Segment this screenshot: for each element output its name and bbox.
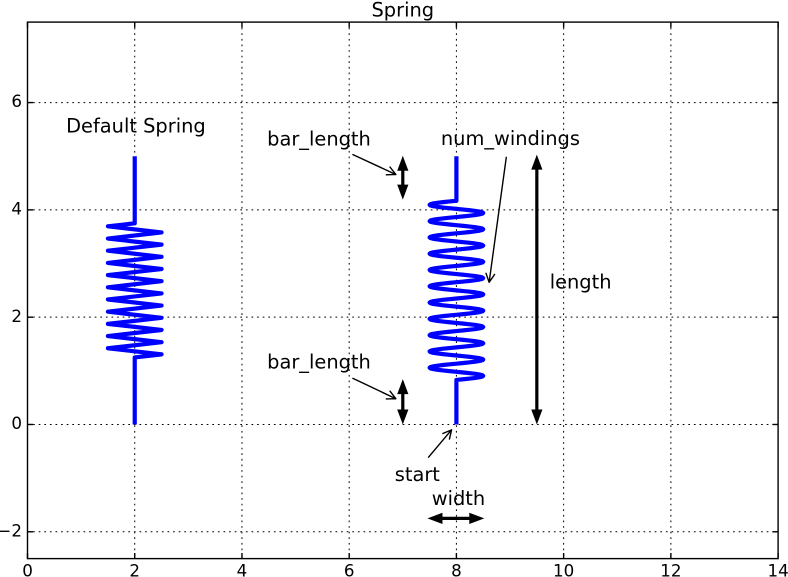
x-tick-label-0: 0 — [22, 561, 33, 577]
annotated-spring-line — [427, 156, 486, 425]
springs — [105, 156, 486, 425]
start-label: start — [395, 463, 441, 486]
y-tick-label-2: 2 — [11, 306, 22, 326]
length-label: length — [550, 271, 612, 294]
width-label: width — [432, 487, 485, 510]
bar-length-bottom-dimension — [397, 379, 409, 425]
x-tick-label-2: 2 — [129, 561, 140, 577]
bar-length-top-dimension-head-start — [397, 184, 409, 200]
x-tick-labels: 0 2 4 6 8 10 12 14 — [22, 561, 788, 577]
annotation-labels: Default Spring bar_length bar_length num_wi… — [66, 115, 611, 510]
width-dimension-head-start — [427, 512, 443, 524]
bar-length-top-dimension-head-end — [397, 155, 409, 171]
y-tick-labels: −2 0 2 4 6 — [0, 91, 22, 540]
x-tick-label-8: 8 — [451, 561, 462, 577]
chart-title: Spring — [372, 0, 435, 22]
x-tick-label-10: 10 — [553, 561, 574, 577]
bar-length-bottom-label: bar_length — [267, 351, 371, 374]
y-tick-label-0: 0 — [11, 413, 22, 433]
x-tick-label-6: 6 — [344, 561, 355, 577]
dimension-arrows — [397, 154, 543, 524]
bar-length-bottom-pointer-arrow — [352, 377, 397, 400]
num-windings-label: num_windings — [441, 127, 580, 150]
width-dimension — [427, 512, 485, 524]
y-tick-label-4: 4 — [11, 198, 22, 218]
axes-frame — [26, 21, 779, 560]
x-tick-label-12: 12 — [660, 561, 681, 577]
start-pointer-arrow — [427, 429, 453, 458]
default-spring-label: Default Spring — [66, 115, 206, 138]
length-dimension-head-end — [531, 154, 543, 170]
length-dimension-head-start — [531, 409, 543, 425]
bar-length-top-label: bar_length — [267, 127, 371, 150]
width-dimension-head-end — [469, 512, 485, 524]
num-windings-pointer-arrow — [485, 156, 507, 283]
bar-length-top-dimension — [397, 155, 409, 200]
x-tick-label-14: 14 — [767, 561, 788, 577]
length-dimension — [531, 154, 543, 425]
bar-length-bottom-dimension-head-end — [397, 379, 409, 395]
pointer-arrows — [352, 153, 507, 458]
y-tick-label-6: 6 — [11, 91, 22, 111]
default-spring-line — [105, 156, 164, 425]
bar-length-top-pointer-arrow — [352, 153, 397, 176]
x-tick-label-4: 4 — [237, 561, 248, 577]
y-tick-label--2: −2 — [0, 520, 22, 540]
bar-length-bottom-dimension-head-start — [397, 409, 409, 425]
